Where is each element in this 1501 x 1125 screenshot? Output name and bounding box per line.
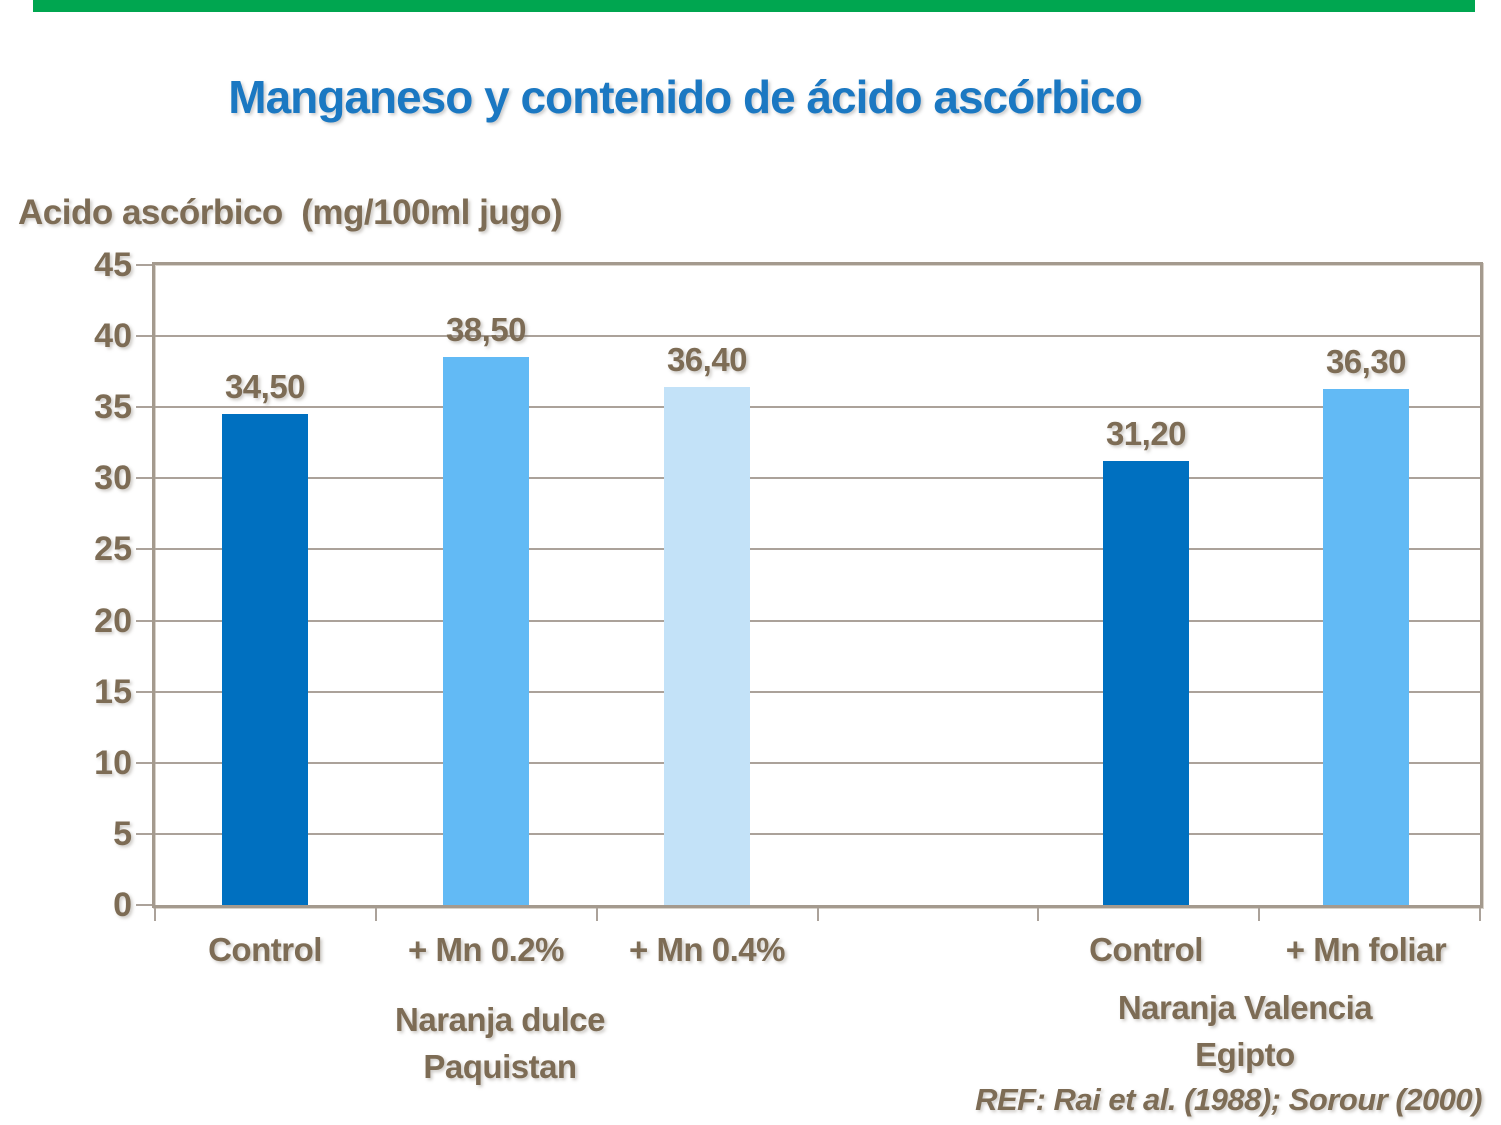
y-tick-mark <box>136 264 152 266</box>
gridline <box>155 619 1480 622</box>
y-tick-label: 15 <box>94 672 132 711</box>
bar-value-label: 31,20 <box>1105 415 1187 453</box>
x-category-label: Control <box>1089 931 1203 968</box>
group-label-1: Naranja dulce Paquistan <box>260 996 740 1090</box>
y-tick-label: 10 <box>94 743 132 782</box>
bar-value-label: 36,40 <box>666 341 748 379</box>
x-category-label: Control <box>208 931 322 968</box>
x-tick-mark <box>1258 908 1261 921</box>
y-tick-label: 5 <box>113 814 132 853</box>
gridline <box>155 832 1480 835</box>
bar-5 <box>1323 388 1409 905</box>
y-tick-label: 20 <box>94 601 132 640</box>
y-tick-mark <box>136 832 152 835</box>
gridline <box>155 477 1480 480</box>
y-tick-mark <box>136 477 152 480</box>
y-tick-mark <box>136 690 152 693</box>
chart-title: Manganeso y contenido de ácido ascórbico <box>228 71 1142 123</box>
reference-citation: REF: Rai et al. (1988); Sorour (2000) <box>975 1082 1482 1117</box>
plot-area: 34,50 38,50 36,40 31,20 36,30 <box>152 262 1483 908</box>
x-tick-mark <box>595 908 598 921</box>
gridline <box>155 761 1480 764</box>
gridline <box>155 548 1480 551</box>
x-tick-mark <box>1479 908 1481 921</box>
x-category-label: + Mn 0.2% <box>408 931 564 968</box>
bar-4 <box>1103 461 1189 905</box>
bar-value-label: 36,30 <box>1325 342 1407 380</box>
group-label-line: Naranja dulce <box>395 1001 605 1038</box>
bar-value-label: 38,50 <box>445 311 527 349</box>
x-tick-mark <box>1037 908 1040 921</box>
y-tick-label: 0 <box>113 886 132 924</box>
x-tick-mark <box>374 908 377 921</box>
y-tick-label: 40 <box>94 317 132 356</box>
y-tick-mark <box>136 335 152 338</box>
gridline <box>155 335 1480 338</box>
y-tick-mark <box>136 761 152 764</box>
group-label-line: Paquistan <box>423 1048 577 1085</box>
bar-1 <box>222 414 308 905</box>
bar-2 <box>443 357 529 905</box>
x-category-label: + Mn foliar <box>1285 931 1447 968</box>
group-label-2: Naranja Valencia Egipto <box>1005 984 1485 1078</box>
y-tick-mark <box>136 619 152 622</box>
gridline <box>155 406 1480 409</box>
group-label-line: Egipto <box>1195 1036 1295 1073</box>
x-category-label: + Mn 0.4% <box>629 931 785 968</box>
y-axis-title: Acido ascórbico (mg/100ml jugo) <box>18 193 563 232</box>
group-label-line: Naranja Valencia <box>1117 989 1373 1026</box>
bar-3 <box>664 387 750 905</box>
y-tick-mark <box>136 548 152 551</box>
bar-value-label: 34,50 <box>224 368 306 406</box>
y-tick-mark <box>136 904 152 906</box>
top-accent-bar <box>33 0 1475 12</box>
y-tick-label: 45 <box>94 246 132 284</box>
gridline <box>155 690 1480 693</box>
y-tick-label: 35 <box>94 388 132 427</box>
x-tick-mark <box>816 908 819 921</box>
y-tick-label: 30 <box>94 459 132 498</box>
y-tick-label: 25 <box>94 530 132 569</box>
y-tick-mark <box>136 406 152 409</box>
x-tick-mark <box>154 908 156 921</box>
